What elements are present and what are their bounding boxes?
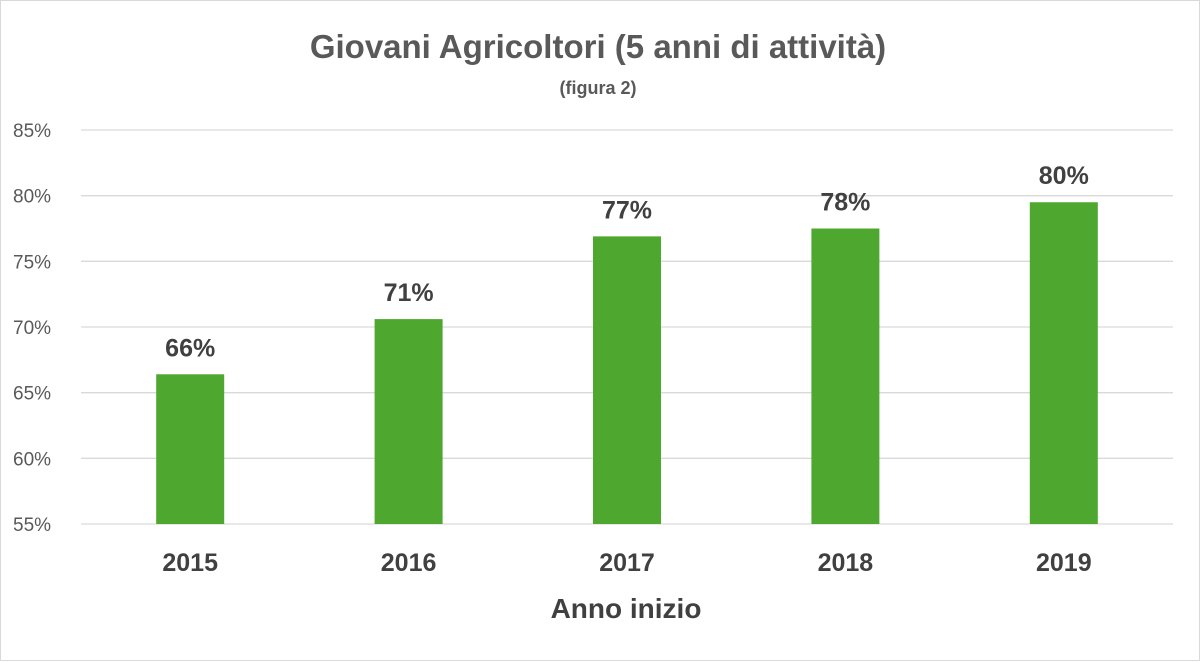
data-label-2015: 66% bbox=[165, 334, 215, 362]
y-axis-ticks: 55% 60% 65% 70% 75% 80% 85% bbox=[13, 121, 51, 536]
data-label-2019: 80% bbox=[1039, 162, 1089, 190]
x-tick-label-2017: 2017 bbox=[599, 549, 655, 577]
bar-2016 bbox=[374, 319, 443, 524]
data-label-2017: 77% bbox=[602, 196, 652, 224]
x-tick-label-2016: 2016 bbox=[381, 549, 437, 577]
y-tick-label: 65% bbox=[13, 384, 51, 405]
y-tick-label: 85% bbox=[13, 121, 51, 142]
x-tick-label-2018: 2018 bbox=[818, 549, 874, 577]
bar-2018 bbox=[811, 228, 880, 524]
x-axis-categories: 2015 2016 2017 2018 2019 bbox=[162, 549, 1091, 577]
x-tick-label-2015: 2015 bbox=[162, 549, 218, 577]
x-tick-label-2019: 2019 bbox=[1036, 549, 1092, 577]
chart-subtitle: (figura 2) bbox=[559, 78, 636, 98]
y-tick-label: 75% bbox=[13, 252, 51, 273]
chart-title: Giovani Agricoltori (5 anni di attività) bbox=[310, 28, 886, 65]
y-tick-label: 80% bbox=[13, 187, 51, 208]
data-labels: 66% 71% 77% 78% 80% bbox=[165, 162, 1089, 362]
bar-2015 bbox=[156, 374, 225, 524]
bars bbox=[156, 202, 1098, 524]
bar-2017 bbox=[593, 236, 661, 524]
x-axis-title: Anno inizio bbox=[551, 593, 702, 624]
data-label-2016: 71% bbox=[384, 279, 434, 307]
y-tick-label: 70% bbox=[13, 318, 51, 339]
data-label-2018: 78% bbox=[820, 189, 870, 217]
bar-2019 bbox=[1029, 202, 1098, 524]
y-tick-label: 55% bbox=[13, 515, 51, 536]
y-tick-label: 60% bbox=[13, 449, 51, 470]
